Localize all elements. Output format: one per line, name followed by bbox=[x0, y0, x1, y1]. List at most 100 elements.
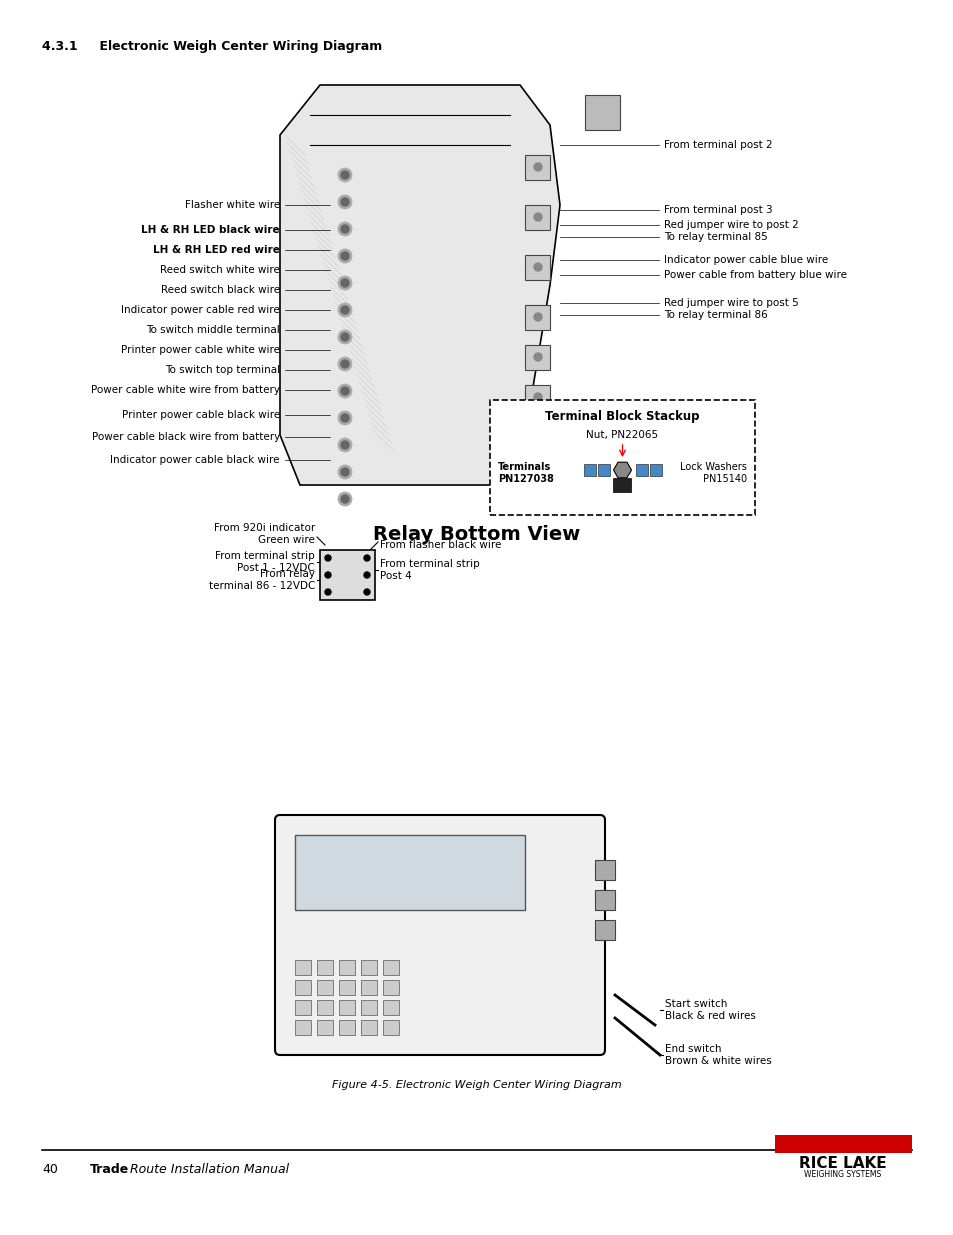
Bar bbox=[316, 1000, 333, 1015]
Text: Route Installation Manual: Route Installation Manual bbox=[130, 1163, 289, 1176]
Text: 4.3.1     Electronic Weigh Center Wiring Diagram: 4.3.1 Electronic Weigh Center Wiring Dia… bbox=[42, 40, 382, 53]
Text: Terminals
PN127038: Terminals PN127038 bbox=[497, 462, 554, 484]
Text: Figure 4-5. Electronic Weigh Center Wiring Diagram: Figure 4-5. Electronic Weigh Center Wiri… bbox=[332, 1079, 621, 1091]
FancyBboxPatch shape bbox=[274, 815, 604, 1055]
Text: Power cable white wire from battery: Power cable white wire from battery bbox=[91, 385, 280, 395]
Bar bbox=[650, 464, 661, 475]
Text: Lock Washers
PN15140: Lock Washers PN15140 bbox=[679, 462, 746, 484]
Circle shape bbox=[340, 359, 349, 368]
Circle shape bbox=[364, 572, 370, 578]
Text: From 920i indicator
Green wire: From 920i indicator Green wire bbox=[213, 524, 314, 545]
Text: Red jumper wire to post 5: Red jumper wire to post 5 bbox=[663, 298, 798, 308]
Circle shape bbox=[325, 589, 331, 595]
Text: Nut, PN22065: Nut, PN22065 bbox=[586, 430, 658, 440]
Circle shape bbox=[340, 170, 349, 179]
Bar bbox=[524, 305, 550, 330]
Circle shape bbox=[337, 492, 352, 506]
Bar bbox=[584, 464, 596, 475]
Text: To relay terminal 85: To relay terminal 85 bbox=[663, 232, 767, 242]
Text: Flasher white wire: Flasher white wire bbox=[185, 200, 280, 210]
Text: Printer power cable white wire: Printer power cable white wire bbox=[121, 345, 280, 354]
Text: Terminal Block Stackup: Terminal Block Stackup bbox=[545, 410, 699, 424]
Circle shape bbox=[337, 168, 352, 182]
Circle shape bbox=[337, 195, 352, 209]
Bar bbox=[294, 1000, 311, 1015]
Circle shape bbox=[337, 275, 352, 290]
Circle shape bbox=[364, 589, 370, 595]
Text: To switch middle terminal: To switch middle terminal bbox=[146, 325, 280, 335]
Circle shape bbox=[337, 411, 352, 425]
Bar bbox=[524, 466, 550, 490]
Bar bbox=[316, 1020, 333, 1035]
Text: From terminal post 3: From terminal post 3 bbox=[663, 205, 772, 215]
Text: Reed switch black wire: Reed switch black wire bbox=[161, 285, 280, 295]
Text: From terminal strip
Post 4: From terminal strip Post 4 bbox=[379, 559, 479, 580]
Bar bbox=[294, 981, 311, 995]
Bar bbox=[636, 464, 648, 475]
Bar bbox=[382, 960, 398, 974]
Text: End switch
Brown & white wires: End switch Brown & white wires bbox=[664, 1045, 771, 1066]
Text: Start switch
Black & red wires: Start switch Black & red wires bbox=[664, 999, 755, 1021]
Circle shape bbox=[364, 555, 370, 561]
Bar bbox=[595, 920, 615, 940]
Circle shape bbox=[340, 414, 349, 422]
Bar bbox=[316, 960, 333, 974]
Circle shape bbox=[337, 330, 352, 345]
Bar bbox=[319, 550, 375, 600]
Text: Relay Bottom View: Relay Bottom View bbox=[373, 525, 580, 543]
Text: Indicator power cable black wire: Indicator power cable black wire bbox=[111, 454, 280, 466]
Bar bbox=[595, 860, 615, 881]
Text: LH & RH LED red wire: LH & RH LED red wire bbox=[153, 245, 280, 254]
Circle shape bbox=[337, 303, 352, 317]
Circle shape bbox=[337, 249, 352, 263]
Text: RICE LAKE: RICE LAKE bbox=[799, 1156, 886, 1171]
Text: Red jumper wire to post 2: Red jumper wire to post 2 bbox=[663, 220, 798, 230]
Circle shape bbox=[534, 312, 541, 321]
Text: From relay
terminal 86 - 12VDC: From relay terminal 86 - 12VDC bbox=[209, 569, 314, 590]
Bar bbox=[360, 1020, 376, 1035]
Bar bbox=[584, 95, 619, 130]
Bar bbox=[338, 1000, 355, 1015]
Text: To switch top terminal: To switch top terminal bbox=[165, 366, 280, 375]
Bar bbox=[382, 981, 398, 995]
Text: From terminal strip
Post 1 - 12VDC: From terminal strip Post 1 - 12VDC bbox=[215, 551, 314, 573]
Circle shape bbox=[534, 163, 541, 170]
Bar bbox=[338, 981, 355, 995]
Circle shape bbox=[534, 353, 541, 361]
Circle shape bbox=[534, 433, 541, 441]
Circle shape bbox=[340, 495, 349, 503]
Circle shape bbox=[337, 222, 352, 236]
Circle shape bbox=[340, 387, 349, 395]
Text: Reed switch white wire: Reed switch white wire bbox=[160, 266, 280, 275]
Circle shape bbox=[534, 263, 541, 270]
Circle shape bbox=[340, 333, 349, 341]
Bar bbox=[524, 156, 550, 180]
Bar bbox=[595, 890, 615, 910]
Bar bbox=[382, 1000, 398, 1015]
Bar bbox=[524, 345, 550, 370]
Circle shape bbox=[340, 225, 349, 233]
Text: LH & RH LED black wire: LH & RH LED black wire bbox=[141, 225, 280, 235]
Circle shape bbox=[337, 466, 352, 479]
Bar bbox=[294, 1020, 311, 1035]
Circle shape bbox=[340, 252, 349, 261]
Bar bbox=[360, 960, 376, 974]
Circle shape bbox=[325, 572, 331, 578]
Bar bbox=[382, 1020, 398, 1035]
Bar bbox=[524, 205, 550, 230]
Circle shape bbox=[534, 212, 541, 221]
Polygon shape bbox=[613, 462, 631, 478]
Bar bbox=[598, 464, 610, 475]
Circle shape bbox=[337, 357, 352, 370]
Text: WEIGHING SYSTEMS: WEIGHING SYSTEMS bbox=[803, 1170, 881, 1179]
Text: 40: 40 bbox=[42, 1163, 58, 1176]
FancyBboxPatch shape bbox=[490, 400, 754, 515]
Bar bbox=[360, 1000, 376, 1015]
Text: Indicator power cable red wire: Indicator power cable red wire bbox=[121, 305, 280, 315]
Bar bbox=[316, 981, 333, 995]
Polygon shape bbox=[280, 85, 559, 485]
Text: Power cable black wire from battery: Power cable black wire from battery bbox=[91, 432, 280, 442]
Bar bbox=[524, 425, 550, 450]
Text: Printer power cable black wire: Printer power cable black wire bbox=[122, 410, 280, 420]
Text: Power cable from battery blue wire: Power cable from battery blue wire bbox=[663, 270, 846, 280]
